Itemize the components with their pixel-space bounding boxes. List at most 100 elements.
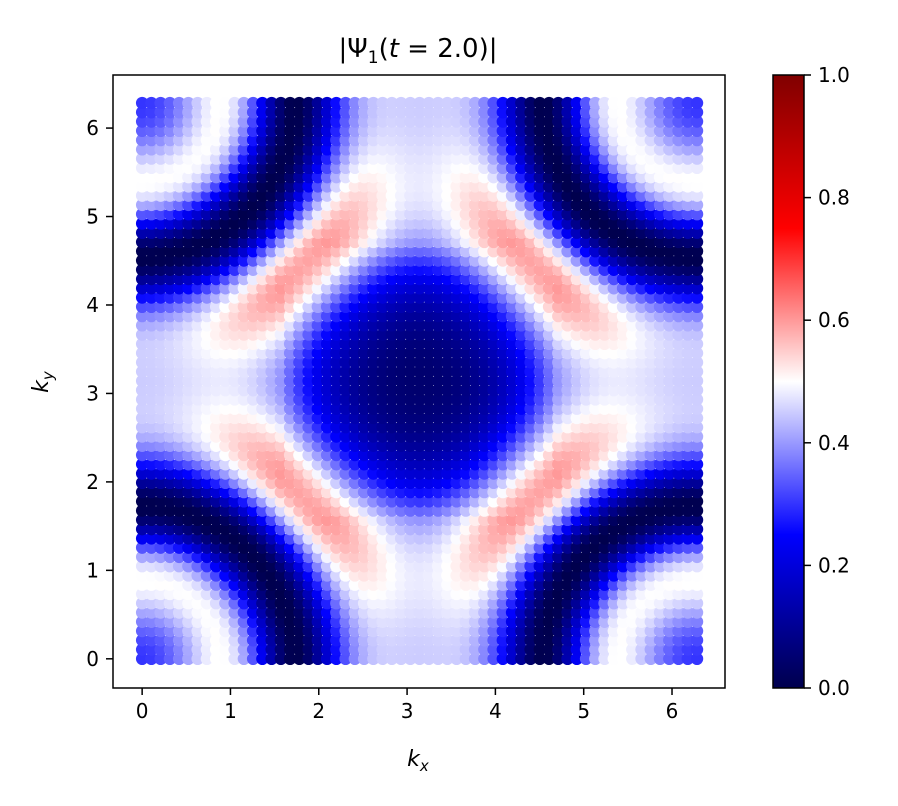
heatmap-point [681,439,694,452]
heatmap-point [394,411,408,425]
heatmap-point [163,624,177,638]
heatmap-point [302,226,315,239]
heatmap-point [228,587,241,601]
heatmap-point [172,198,186,212]
heatmap-point [468,541,482,554]
heatmap-point [653,606,667,619]
heatmap-point [320,309,334,323]
heatmap-point [459,226,473,239]
heatmap-point [552,198,565,212]
heatmap-point [172,189,186,202]
heatmap-point [404,254,417,267]
heatmap-point [681,504,694,517]
heatmap-point [422,235,436,249]
heatmap-point [681,522,694,536]
heatmap-point [256,374,269,388]
heatmap-point [191,152,204,165]
heatmap-point [163,365,177,378]
heatmap-point [330,587,343,601]
heatmap-point [570,235,583,249]
heatmap-point [376,300,389,314]
heatmap-point [145,161,158,175]
heatmap-point [256,291,269,304]
heatmap-point [570,569,583,582]
heatmap-point [589,115,602,128]
heatmap-point [265,374,278,388]
heatmap-point [293,421,306,434]
heatmap-point [200,346,214,360]
heatmap-point [663,337,676,351]
heatmap-point [339,485,352,499]
heatmap-point [505,226,519,239]
heatmap-point [274,161,288,175]
heatmap-point [348,254,362,267]
heatmap-point [496,235,510,249]
heatmap-point [200,439,214,452]
heatmap-point [690,402,704,415]
heatmap-point [311,597,325,610]
heatmap-point [219,643,232,656]
heatmap-point [145,189,158,202]
heatmap-point [468,615,482,628]
heatmap-point [209,309,223,323]
heatmap-point [496,448,510,462]
heatmap-point [404,189,417,202]
heatmap-point [135,458,149,471]
heatmap-point [172,476,186,490]
heatmap-point [348,328,362,341]
heatmap-point [561,606,574,619]
heatmap-point [404,485,417,499]
heatmap-point [690,319,704,332]
heatmap-point [681,143,694,156]
heatmap-point [182,522,195,536]
heatmap-point [672,559,685,573]
heatmap-point [635,180,648,193]
heatmap-point [154,421,167,434]
heatmap-point [607,328,620,341]
heatmap-point [311,161,325,175]
heatmap-point [404,124,417,138]
heatmap-point [135,207,149,221]
heatmap-point [394,143,408,156]
heatmap-point [515,606,528,619]
heatmap-point [283,115,297,128]
heatmap-point [589,309,602,323]
heatmap-point [579,374,593,388]
heatmap-point [367,374,380,388]
heatmap-point [163,319,177,332]
heatmap-point [209,346,223,360]
heatmap-point [496,189,510,202]
heatmap-point [487,439,500,452]
heatmap-point [367,152,380,165]
heatmap-point [552,133,565,147]
heatmap-point [256,643,269,656]
heatmap-point [376,550,389,564]
heatmap-point [561,189,574,202]
heatmap-point [487,587,500,601]
heatmap-point [598,559,611,573]
heatmap-point [237,272,251,286]
heatmap-point [487,170,500,184]
heatmap-point [616,643,630,656]
heatmap-point [598,569,611,582]
heatmap-point [413,189,426,202]
heatmap-point [589,124,602,138]
heatmap-point [154,282,167,295]
heatmap-point [182,476,195,490]
heatmap-point [172,356,186,369]
heatmap-point [172,263,186,276]
heatmap-point [293,430,306,443]
heatmap-point [626,161,639,175]
heatmap-point [570,319,583,332]
heatmap-point [154,106,167,119]
heatmap-point [376,615,389,628]
heatmap-point [663,624,676,638]
heatmap-point [478,319,491,332]
heatmap-point [653,615,667,628]
heatmap-point [154,346,167,360]
heatmap-point [274,448,288,462]
heatmap-point [496,272,510,286]
heatmap-point [552,207,565,221]
heatmap-point [496,106,510,119]
heatmap-point [357,207,371,221]
